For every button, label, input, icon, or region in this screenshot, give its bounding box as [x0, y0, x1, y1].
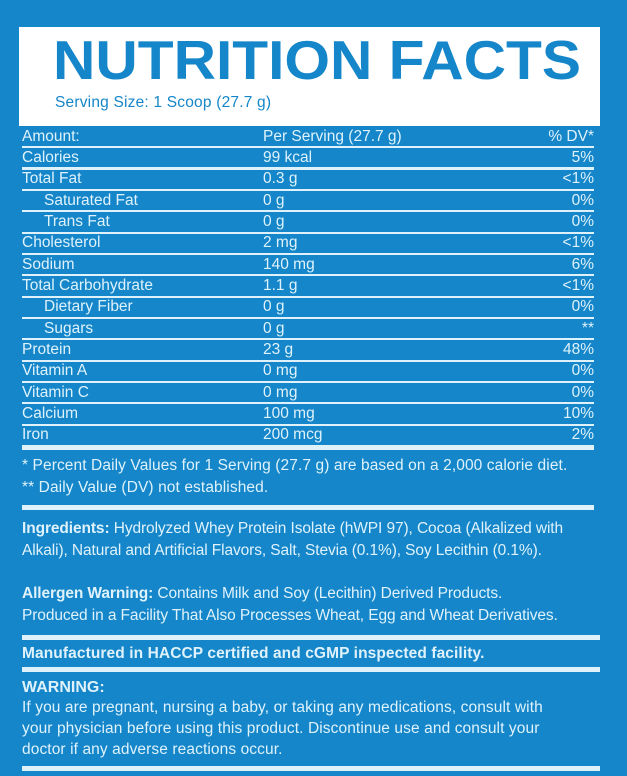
row-label: Cholesterol	[22, 234, 101, 252]
row-trans-fat: Trans Fat 0 g 0%	[22, 212, 594, 234]
row-dv: 10%	[562, 405, 594, 423]
row-dv: <1%	[562, 170, 594, 188]
row-iron: Iron 200 mcg 2%	[22, 426, 594, 451]
row-label: Saturated Fat	[44, 191, 138, 209]
allergen-section: Allergen Warning: Contains Milk and Soy …	[22, 583, 600, 627]
row-dv: 6%	[571, 255, 594, 273]
row-total-fat: Total Fat 0.3 g <1%	[22, 170, 594, 192]
row-value: 0 mg	[263, 383, 298, 401]
row-sugars: Sugars 0 g **	[22, 319, 594, 341]
ingredients-label: Ingredients:	[22, 520, 110, 538]
footnote-dv-not-established: ** Daily Value (DV) not established.	[22, 479, 269, 497]
warning-section: WARNING: If you are pregnant, nursing a …	[22, 672, 600, 760]
warning-text: If you are pregnant, nursing a baby, or …	[22, 699, 543, 758]
row-dv: 0%	[571, 298, 594, 316]
row-value: 200 mcg	[263, 426, 323, 444]
header-box: NUTRITION FACTS Serving Size: 1 Scoop (2…	[19, 27, 600, 126]
separator-rule-middle	[22, 667, 600, 673]
row-label: Total Carbohydrate	[22, 277, 153, 295]
row-dv: 0%	[571, 362, 594, 380]
row-dv: 48%	[562, 341, 594, 359]
row-dv: 0%	[571, 383, 594, 401]
allergen-warning-text: Contains Milk and Soy (Lecithin) Derived…	[22, 585, 558, 625]
row-calcium: Calcium 100 mg 10%	[22, 404, 594, 426]
row-total-carbohydrate: Total Carbohydrate 1.1 g <1%	[22, 276, 594, 298]
row-value: 23 g	[263, 341, 294, 359]
row-label: Vitamin C	[22, 383, 89, 401]
ingredients-section: Ingredients: Hydrolyzed Whey Protein Iso…	[22, 518, 600, 562]
serving-size: Serving Size: 1 Scoop (27.7 g)	[55, 94, 272, 111]
row-dv: 2%	[571, 426, 594, 444]
row-label: Calcium	[22, 405, 78, 423]
footnotes: * Percent Daily Values for 1 Serving (27…	[22, 450, 594, 511]
allergen-warning-label: Allergen Warning:	[22, 585, 154, 603]
row-value: 100 mg	[263, 405, 315, 423]
row-label: Trans Fat	[44, 213, 110, 231]
row-label: Sugars	[44, 319, 94, 337]
ingredients-text: Hydrolyzed Whey Protein Isolate (hWPI 97…	[22, 520, 564, 560]
table-header-row: Amount: Per Serving (27.7 g) % DV*	[22, 127, 594, 149]
footnote-dv-basis: * Percent Daily Values for 1 Serving (27…	[22, 457, 568, 475]
manufactured-note: Manufactured in HACCP certified and cGMP…	[22, 645, 485, 663]
row-cholesterol: Cholesterol 2 mg <1%	[22, 234, 594, 256]
row-label: Protein	[22, 341, 72, 359]
row-vitamin-c: Vitamin C 0 mg 0%	[22, 383, 594, 405]
bottom-rule	[22, 765, 600, 771]
row-vitamin-a: Vitamin A 0 mg 0%	[22, 362, 594, 384]
row-value: 0 mg	[263, 362, 298, 380]
separator-rule-top	[22, 635, 600, 641]
row-calories: Calories 99 kcal 5%	[22, 148, 594, 170]
col-per-serving: Per Serving (27.7 g)	[263, 127, 402, 145]
row-dietary-fiber: Dietary Fiber 0 g 0%	[22, 298, 594, 320]
row-value: 0 g	[263, 191, 285, 209]
row-dv: <1%	[562, 234, 594, 252]
row-protein: Protein 23 g 48%	[22, 340, 594, 362]
warning-title: WARNING:	[22, 679, 105, 697]
row-value: 0.3 g	[263, 170, 298, 188]
col-amount: Amount:	[22, 127, 80, 145]
page-title: NUTRITION FACTS	[53, 29, 581, 89]
row-value: 2 mg	[263, 234, 298, 252]
row-dv: 0%	[571, 191, 594, 209]
row-value: 99 kcal	[263, 148, 313, 166]
row-value: 0 g	[263, 298, 285, 316]
row-label: Vitamin A	[22, 362, 88, 380]
row-dv: <1%	[562, 277, 594, 295]
nutrition-facts-title-svg: NUTRITION FACTS	[53, 29, 581, 89]
row-dv: 0%	[571, 213, 594, 231]
row-label: Dietary Fiber	[44, 298, 133, 316]
row-dv: 5%	[571, 148, 594, 166]
row-label: Total Fat	[22, 170, 82, 188]
row-value: 0 g	[263, 213, 285, 231]
row-label: Sodium	[22, 255, 75, 273]
row-value: 1.1 g	[263, 277, 298, 295]
row-saturated-fat: Saturated Fat 0 g 0%	[22, 191, 594, 213]
label-content: Amount: Per Serving (27.7 g) % DV* Calor…	[22, 127, 600, 771]
row-dv: **	[581, 319, 594, 337]
row-value: 140 mg	[263, 255, 315, 273]
row-value: 0 g	[263, 319, 285, 337]
row-label: Calories	[22, 148, 79, 166]
col-dv: % DV*	[548, 127, 594, 145]
row-sodium: Sodium 140 mg 6%	[22, 255, 594, 277]
row-label: Iron	[22, 426, 49, 444]
